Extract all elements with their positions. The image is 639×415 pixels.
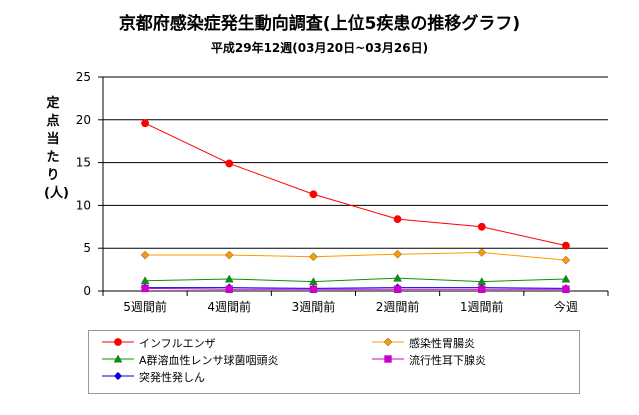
series-line [145, 287, 566, 290]
legend-marker [383, 337, 393, 347]
data-point [225, 159, 234, 168]
legend-marker [384, 355, 392, 363]
x-tick-label: 5週間前 [123, 299, 167, 314]
data-point [393, 249, 402, 259]
series-感染性胃腸炎 [140, 248, 571, 265]
data-point [141, 119, 149, 128]
data-point [393, 215, 402, 223]
data-point [393, 273, 403, 282]
y-tick-label: 25 [76, 70, 91, 84]
legend-label: 感染性胃腸炎 [409, 337, 475, 350]
series-流行性耳下腺炎 [141, 284, 570, 293]
data-point [477, 277, 487, 286]
data-point [562, 241, 570, 250]
legend-marker [113, 354, 123, 363]
data-point [309, 252, 318, 262]
legend-label: A群溶血性レンサ球菌咽頭炎 [139, 354, 279, 367]
y-tick-label: 10 [76, 198, 91, 212]
y-tick-label: 0 [83, 284, 91, 298]
series-line [145, 251, 566, 261]
legend: インフルエンザ 感染性胃腸炎 A群溶血性レンサ球菌咽頭炎 流行性耳下腺炎突発性発しん [88, 330, 580, 394]
x-tick-label: 4週間前 [207, 299, 251, 314]
data-point [309, 190, 318, 199]
y-tick-label: 5 [83, 241, 91, 255]
data-point [478, 285, 486, 293]
legend-label: 突発性発しん [139, 371, 205, 384]
x-tick-label: 1週間前 [460, 299, 504, 314]
data-point [561, 274, 571, 283]
data-point [561, 255, 571, 265]
data-point [477, 248, 487, 257]
x-tick-label: 3週間前 [292, 299, 336, 314]
legend-swatch [372, 355, 404, 363]
legend-swatch [102, 354, 134, 363]
data-point [308, 277, 318, 286]
data-point [141, 284, 149, 293]
legend-swatch [102, 338, 134, 346]
legend-marker [113, 371, 123, 381]
series-A群溶血性レンサ球菌咽頭炎 [140, 273, 571, 286]
x-tick-label: 2週間前 [376, 299, 420, 314]
y-tick-label: 15 [76, 156, 91, 170]
data-point [225, 285, 233, 293]
series-line [145, 287, 566, 289]
data-point [224, 274, 234, 283]
data-point [224, 250, 234, 260]
series-line [145, 277, 566, 283]
data-point [140, 276, 150, 285]
data-point [393, 285, 402, 293]
chart-title: 京都府感染症発生動向調査(上位5疾患の推移グラフ) [118, 14, 521, 34]
series-インフルエンザ [141, 119, 570, 250]
data-point [140, 250, 150, 260]
legend-label: インフルエンザ [139, 337, 216, 350]
y-tick-label: 20 [76, 113, 91, 127]
data-point [309, 285, 318, 293]
data-point [562, 285, 570, 293]
series-line [144, 122, 567, 247]
legend-swatch [372, 337, 404, 347]
legend-marker [114, 338, 122, 346]
data-point [477, 222, 486, 231]
legend-swatch [102, 371, 134, 381]
legend-label: 流行性耳下腺炎 [409, 354, 486, 367]
x-tick-label: 今週 [554, 299, 578, 314]
chart-subtitle: 平成29年12週(03月20日~03月26日) [210, 41, 429, 55]
